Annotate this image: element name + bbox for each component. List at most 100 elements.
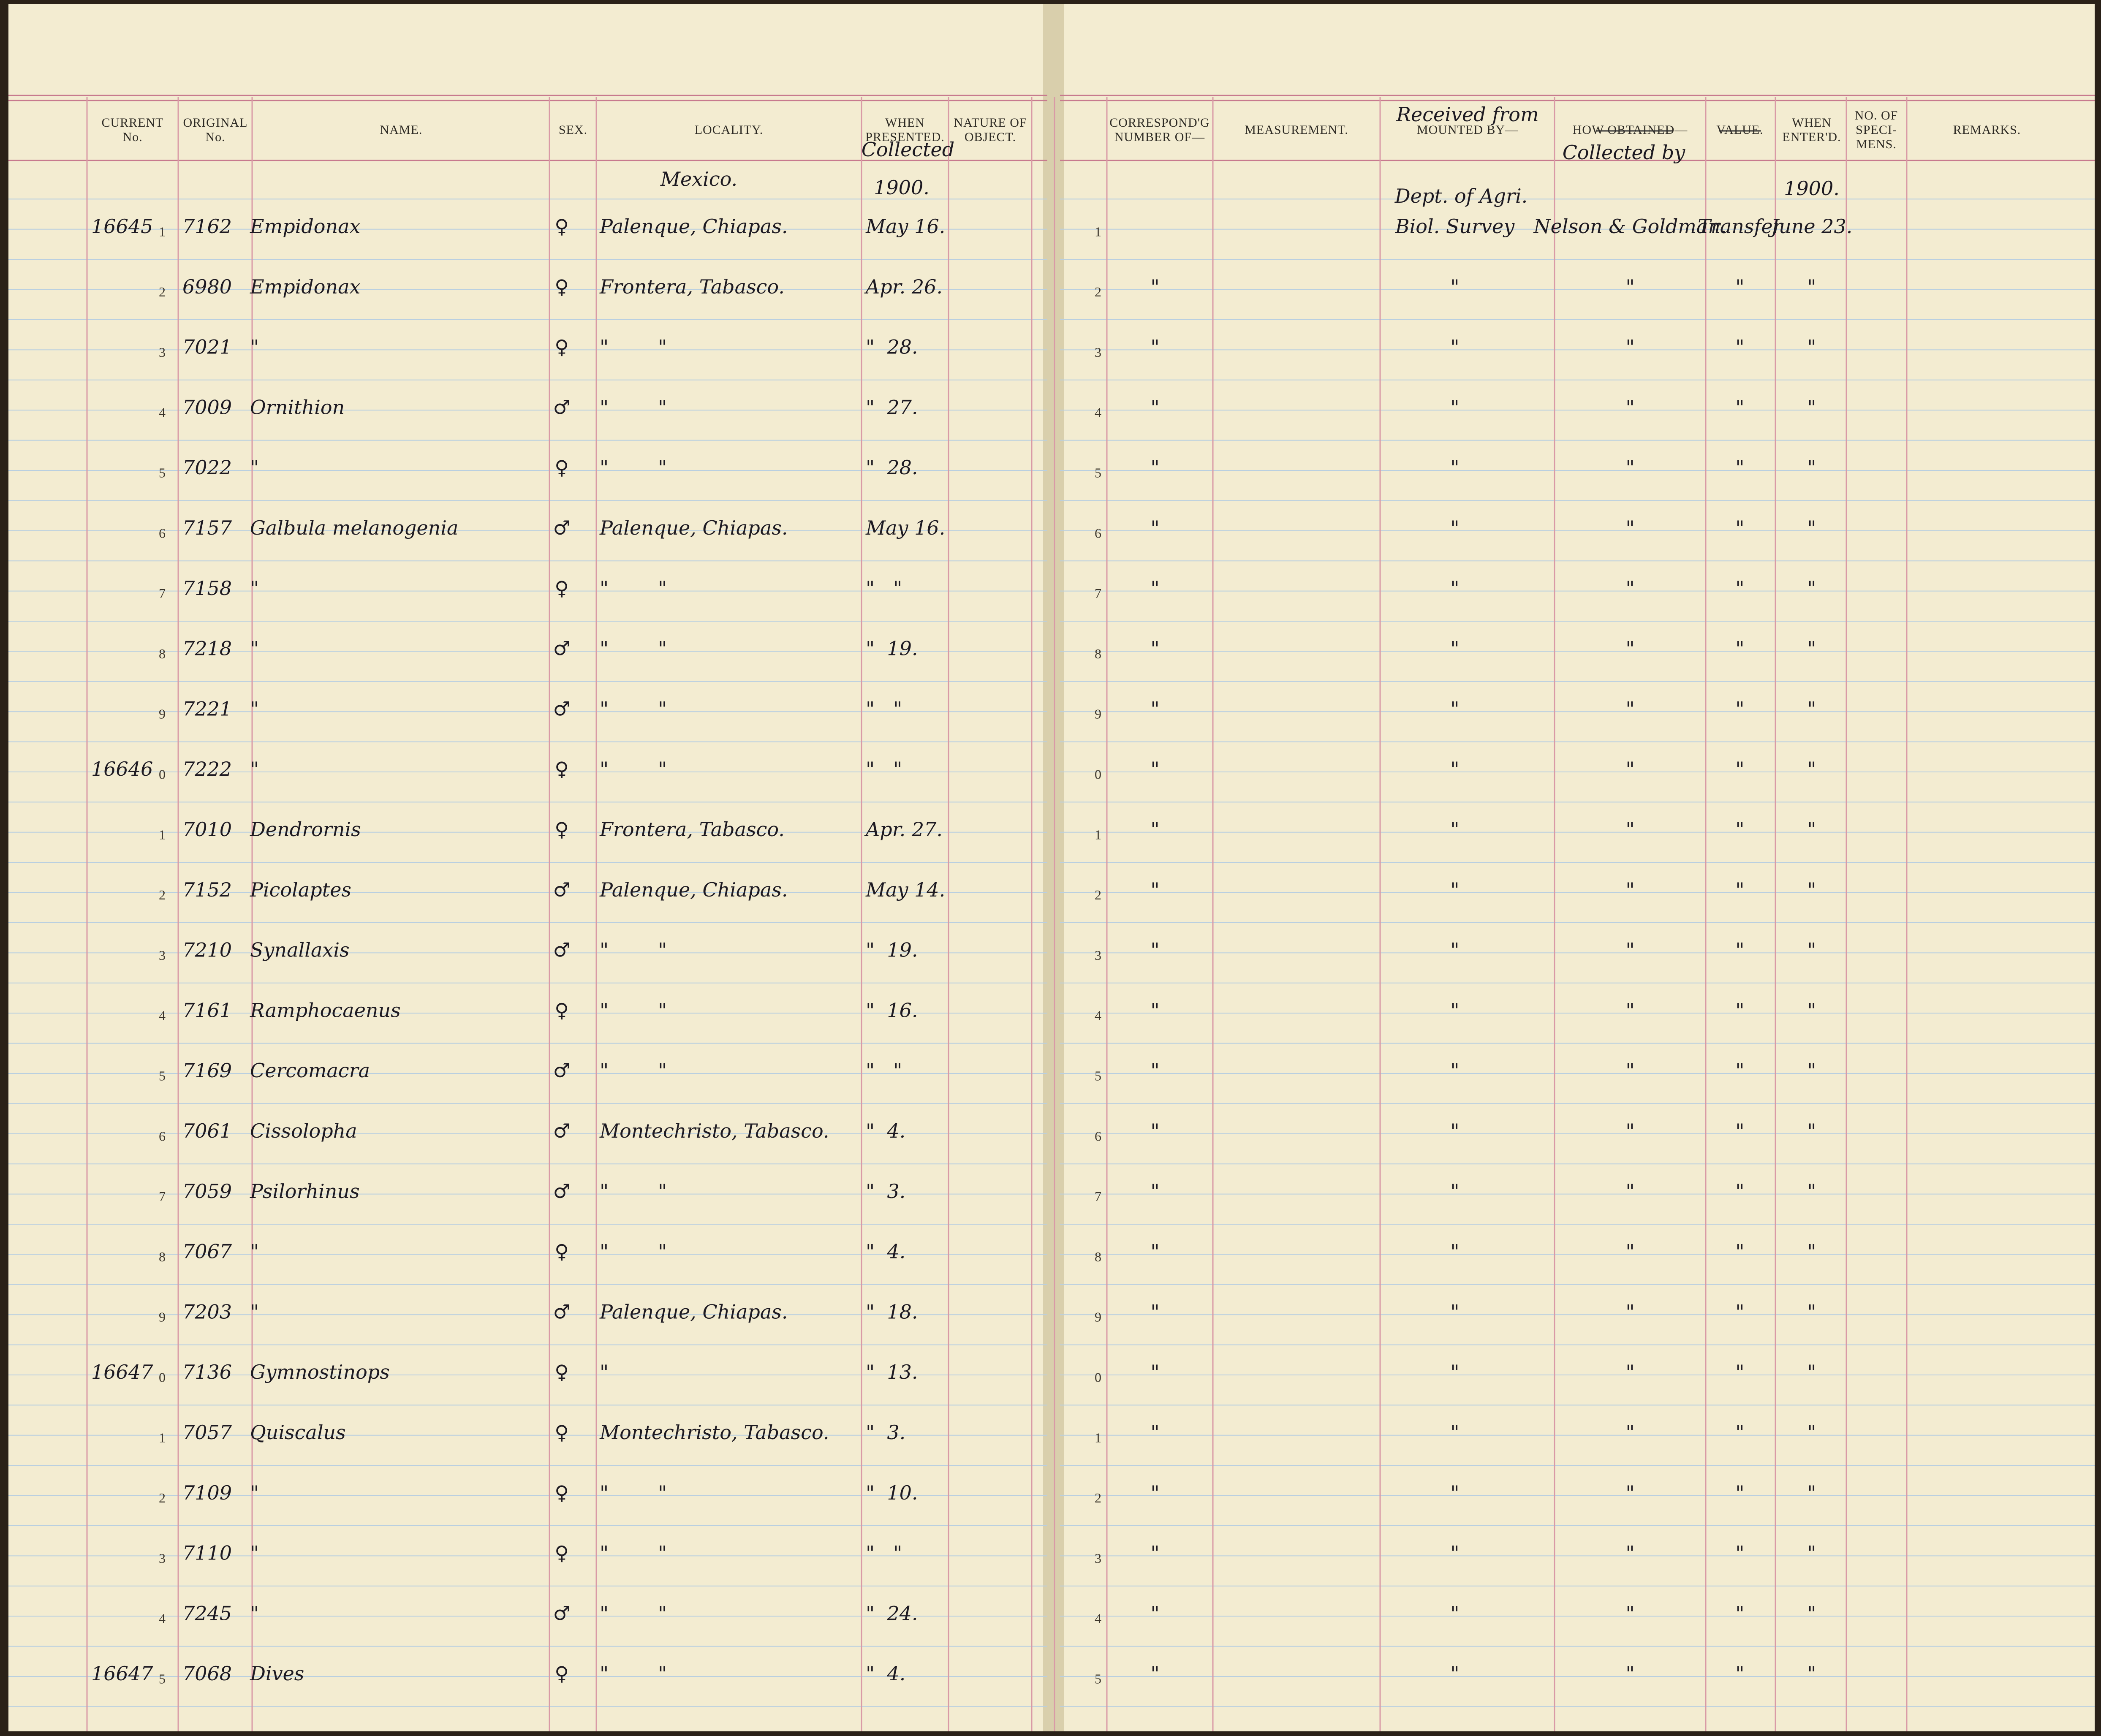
cell-date: " 18. [866,1300,918,1323]
cell-mounted: " [1450,939,1459,962]
cell-locality: " " [600,1602,667,1625]
cell-row: 8 [1095,646,1101,661]
cell-entered: " [1807,1240,1816,1263]
annotation: Mexico. [660,168,737,190]
cell-original: 7157 [182,516,232,539]
cell-locality: Montechristo, Tabasco. [599,1421,829,1444]
cell-value: " [1735,516,1744,539]
cell-original: 7022 [182,456,232,479]
cell-value: " [1735,1180,1744,1203]
cell-mounted: " [1450,1481,1459,1504]
cell-value: " [1735,577,1744,600]
cell-row: 2 [159,284,166,299]
cell-name: " [250,697,259,720]
cell-entered: " [1807,275,1816,298]
cell-row: 4 [159,1611,166,1626]
cell-mounted: " [1450,1421,1459,1444]
cell-entered: " [1807,1300,1816,1323]
cell-row: 9 [159,706,166,722]
cell-sex: ♀ [554,1542,569,1565]
cell-obtained: " [1625,1421,1634,1444]
column-header: ORIGINAL [183,116,248,130]
cell-date: " 4. [866,1240,905,1263]
cell-sex: ♀ [554,275,569,298]
cell-date: " " [866,1542,902,1565]
cell-sex: ♂ [553,1602,570,1625]
cell-mounted: " [1450,1180,1459,1203]
cell-obtained: " [1625,1662,1634,1685]
cell-mounted: " [1450,637,1459,660]
column-header: CORRESPOND'G [1109,116,1210,130]
cell-row: 5 [159,465,166,481]
cell-value: " [1735,396,1744,418]
cell-locality: " " [600,1059,667,1082]
cell-obtained: " [1625,516,1634,539]
cell-current: 16647 [91,1662,153,1685]
cell-row: 3 [1095,345,1101,360]
cell-obtained: " [1625,758,1634,780]
cell-obtained: " [1625,396,1634,418]
cell-name: " [250,456,259,479]
cell-date: " " [866,577,902,600]
cell-original: 7021 [182,336,232,359]
cell-original: 7221 [182,697,232,720]
cell-name: Quiscalus [250,1421,346,1444]
cell-correspond: " [1150,999,1159,1021]
cell-row: 5 [1095,465,1101,481]
annotation: Collected by [1563,141,1686,164]
cell-correspond: " [1150,1602,1159,1625]
cell-correspond: " [1150,1361,1159,1383]
cell-row: 3 [159,1551,166,1566]
cell-value: " [1735,999,1744,1021]
cell-date: Apr. 26. [864,275,943,298]
cell-entered: " [1807,1361,1816,1383]
column-header: HOW OBTAINED— [1573,123,1688,137]
cell-obtained: " [1625,336,1634,359]
cell-entered: June 23. [1768,215,1853,238]
cell-value: " [1735,1542,1744,1565]
cell-sex: ♂ [553,1059,570,1082]
cell-row: 1 [1095,1430,1101,1445]
left-page [8,4,1049,1731]
cell-value: " [1735,758,1744,780]
cell-entered: " [1807,456,1816,479]
cell-entered: " [1807,939,1816,962]
cell-row: 7 [159,1189,166,1204]
cell-row: 7 [1095,586,1101,601]
column-header: MOUNTED BY— [1417,123,1518,137]
cell-original: 7161 [182,999,232,1021]
cell-name: Picolaptes [250,878,351,901]
cell-value: " [1735,939,1744,962]
cell-sex: ♂ [553,878,570,901]
cell-value: " [1735,878,1744,901]
column-header: SEX. [559,123,587,137]
cell-row: 8 [159,1249,166,1264]
cell-obtained: " [1625,637,1634,660]
annotation: Dept. of Agri. [1394,185,1528,207]
cell-locality: " " [600,697,667,720]
cell-name: Dendrornis [250,818,361,841]
cell-sex: ♀ [554,1361,569,1383]
cell-original: 7218 [182,637,232,660]
cell-correspond: " [1150,878,1159,901]
cell-name: Empidonax [250,275,361,298]
cell-original: 7068 [182,1662,232,1685]
cell-date: " " [866,697,902,720]
annotation: 1900. [874,176,930,199]
cell-date: " 3. [866,1180,905,1203]
cell-correspond: " [1150,577,1159,600]
cell-mounted: Biol. Survey [1395,215,1515,238]
cell-row: 1 [1095,827,1101,842]
cell-name: Galbula melanogenia [250,516,458,539]
column-header: VALUE. [1716,123,1763,137]
cell-sex: ♂ [553,1119,570,1142]
cell-value: " [1735,1361,1744,1383]
cell-correspond: " [1150,1059,1159,1082]
cell-value: " [1735,336,1744,359]
column-header: LOCALITY. [695,123,764,137]
cell-row: 6 [159,1128,166,1144]
cell-name: " [250,1240,259,1263]
cell-obtained: " [1625,1240,1634,1263]
cell-obtained: " [1625,1300,1634,1323]
